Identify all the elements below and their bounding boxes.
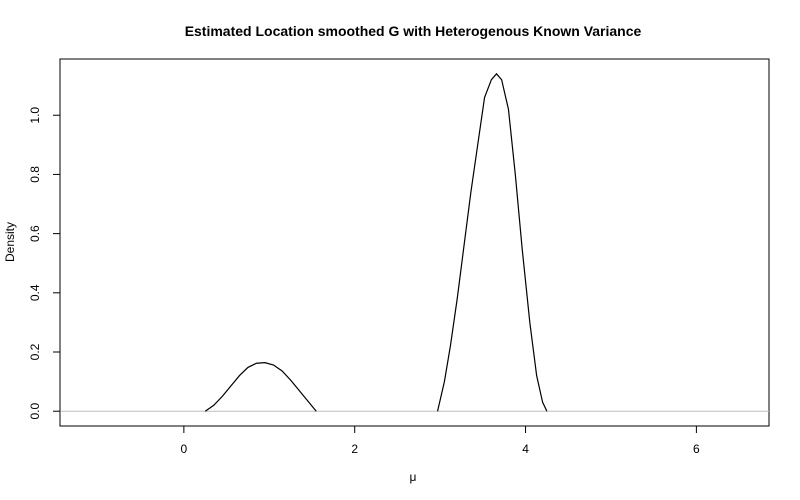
plot-frame xyxy=(59,58,770,427)
y-axis-label: Density xyxy=(3,222,17,262)
x-tick-label: 0 xyxy=(181,442,188,456)
y-tick-label: 1.0 xyxy=(28,107,42,124)
x-axis-label: μ xyxy=(410,470,417,484)
x-tick-label: 4 xyxy=(522,442,529,456)
x-tick-label: 6 xyxy=(693,442,700,456)
y-tick-label: 0.4 xyxy=(28,284,42,301)
y-tick-label: 0.2 xyxy=(28,343,42,360)
x-axis: 0 2 4 6 xyxy=(181,425,700,456)
y-tick-label: 0.6 xyxy=(28,225,42,242)
x-tick-label: 2 xyxy=(351,442,358,456)
chart-title: Estimated Location smoothed G with Heter… xyxy=(185,23,642,39)
y-axis: 0.0 0.2 0.4 0.6 0.8 1.0 xyxy=(28,107,61,420)
density-curve-1 xyxy=(204,362,317,412)
y-tick-label: 0.0 xyxy=(28,403,42,420)
y-tick-label: 0.8 xyxy=(28,166,42,183)
density-curve-2 xyxy=(436,72,548,412)
